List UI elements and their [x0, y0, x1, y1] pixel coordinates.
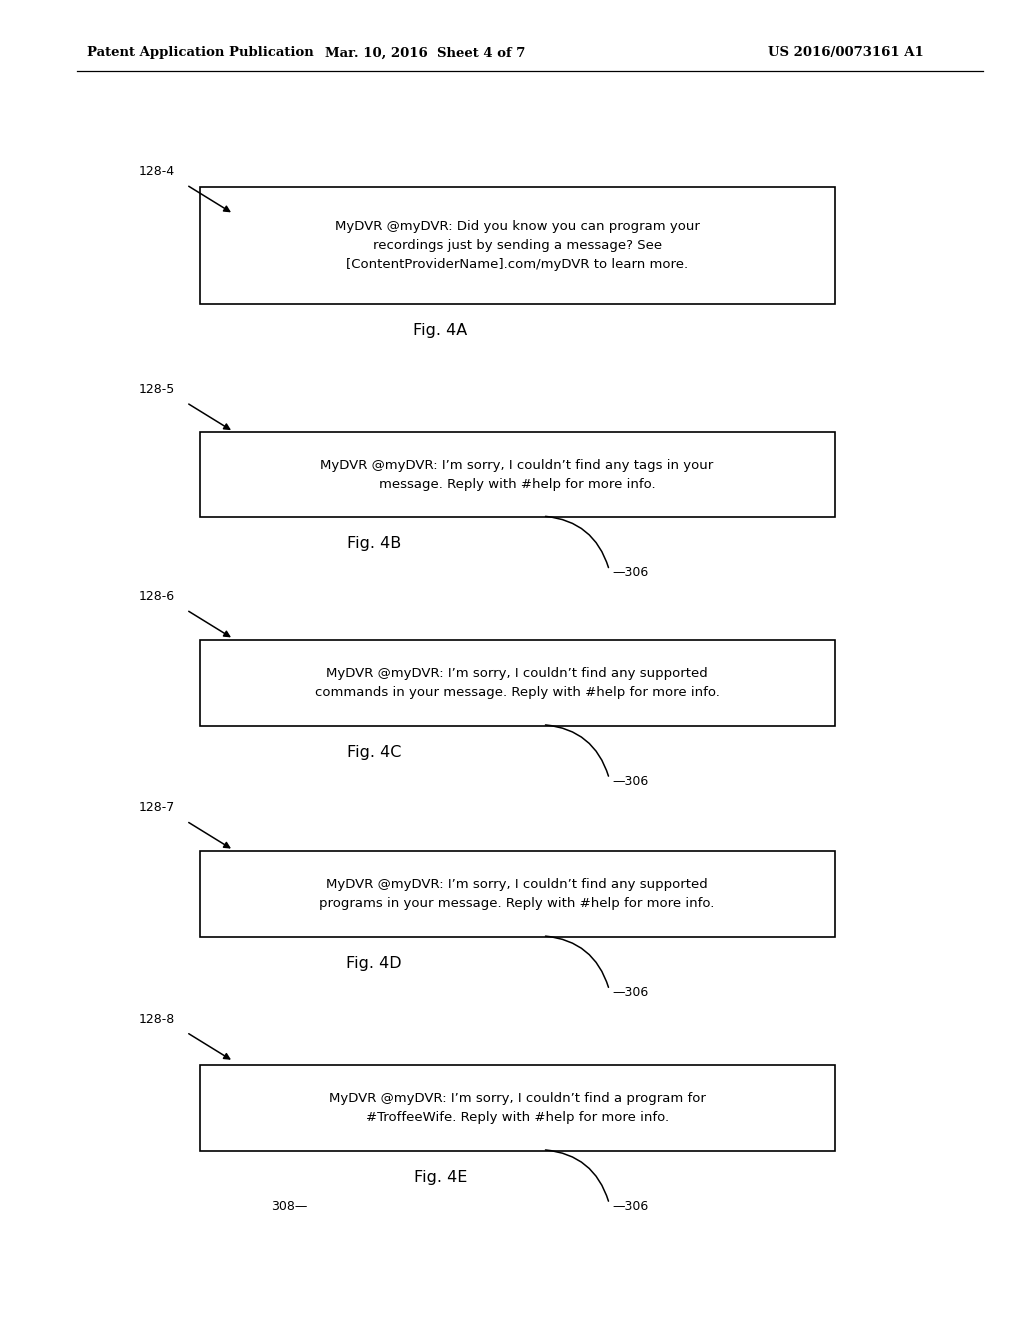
Text: US 2016/0073161 A1: US 2016/0073161 A1 [768, 46, 924, 59]
Bar [200, 1065, 835, 1151]
Bar [200, 432, 835, 517]
Text: MyDVR @myDVR: Did you know you can program your
recordings just by sending a mes: MyDVR @myDVR: Did you know you can progr… [335, 220, 699, 271]
Text: Patent Application Publication: Patent Application Publication [87, 46, 313, 59]
Text: —306: —306 [612, 1200, 648, 1213]
Text: 128-5: 128-5 [138, 383, 174, 396]
Bar [200, 851, 835, 937]
Text: 308—: 308— [270, 1200, 307, 1213]
Text: MyDVR @myDVR: I’m sorry, I couldn’t find a program for
#TroffeeWife. Reply with : MyDVR @myDVR: I’m sorry, I couldn’t find… [329, 1092, 706, 1125]
Text: Fig. 4D: Fig. 4D [346, 956, 401, 972]
Bar [200, 187, 835, 304]
Text: 128-7: 128-7 [138, 801, 174, 814]
Text: MyDVR @myDVR: I’m sorry, I couldn’t find any supported
programs in your message.: MyDVR @myDVR: I’m sorry, I couldn’t find… [319, 878, 715, 911]
Text: 128-6: 128-6 [138, 590, 174, 603]
Bar [200, 640, 835, 726]
Text: —306: —306 [612, 986, 648, 999]
Text: Fig. 4C: Fig. 4C [346, 744, 401, 760]
Text: Fig. 4A: Fig. 4A [414, 322, 467, 338]
Text: Fig. 4E: Fig. 4E [414, 1170, 467, 1185]
Text: Fig. 4B: Fig. 4B [347, 536, 400, 552]
Text: —306: —306 [612, 566, 648, 579]
Text: MyDVR @myDVR: I’m sorry, I couldn’t find any supported
commands in your message.: MyDVR @myDVR: I’m sorry, I couldn’t find… [314, 667, 720, 700]
Text: —306: —306 [612, 775, 648, 788]
Text: 128-8: 128-8 [138, 1012, 174, 1026]
Text: Mar. 10, 2016  Sheet 4 of 7: Mar. 10, 2016 Sheet 4 of 7 [325, 46, 525, 59]
Text: MyDVR @myDVR: I’m sorry, I couldn’t find any tags in your
message. Reply with #h: MyDVR @myDVR: I’m sorry, I couldn’t find… [321, 458, 714, 491]
Text: 128-4: 128-4 [138, 165, 174, 178]
